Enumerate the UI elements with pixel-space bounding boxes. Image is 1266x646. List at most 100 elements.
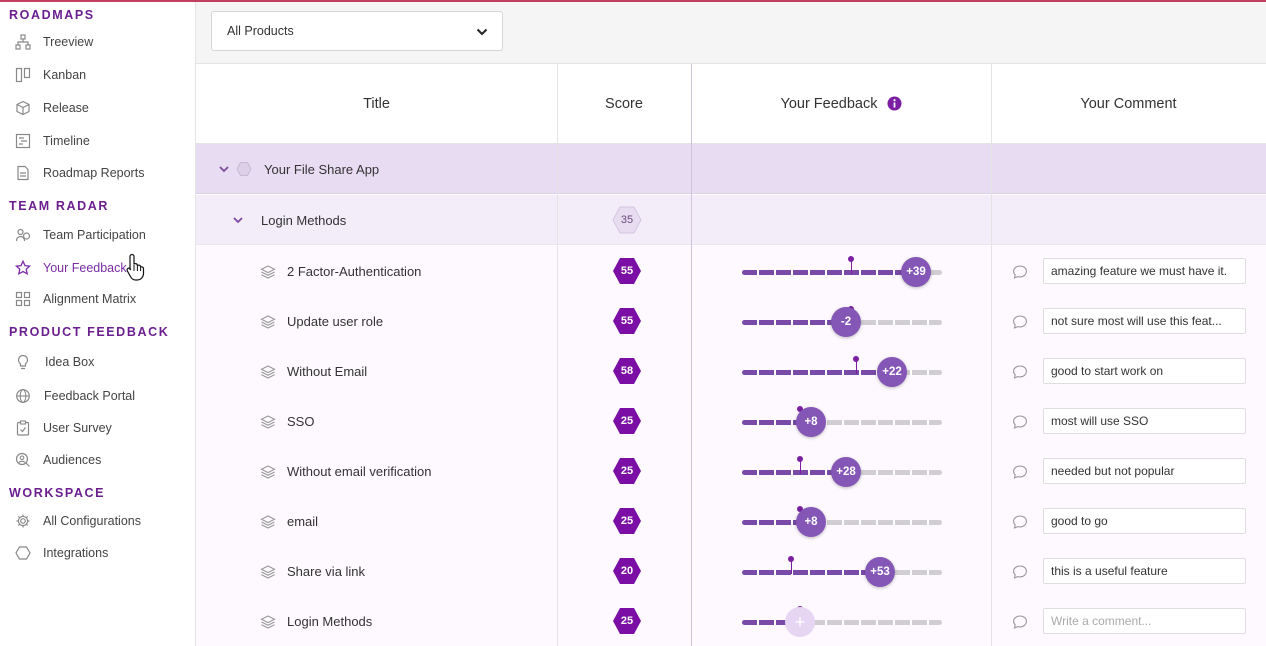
subgroup-row[interactable]: Login Methods 35 — [196, 195, 1266, 245]
sidebar-item-treeview[interactable]: Treeview — [0, 29, 195, 55]
layers-icon — [260, 265, 276, 279]
comment-input[interactable]: good to start work on — [1043, 358, 1246, 384]
main-content: All Products Title Score Your Feedback Y… — [196, 2, 1266, 646]
sidebar-item-idea-box[interactable]: Idea Box — [0, 349, 195, 375]
star-icon — [15, 260, 31, 276]
feedback-slider[interactable]: +8 — [742, 506, 942, 537]
row-title: SSO — [287, 413, 315, 429]
sidebar-item-label: User Survey — [43, 421, 112, 435]
comment-bubble-icon[interactable] — [1012, 264, 1028, 280]
sidebar-item-label: Integrations — [43, 546, 109, 560]
feedback-slider[interactable]: -2 — [742, 306, 942, 337]
comment-bubble-icon[interactable] — [1012, 414, 1028, 430]
timeline-icon — [15, 133, 31, 149]
slider-knob[interactable]: +22 — [877, 357, 907, 387]
slider-knob[interactable]: +53 — [865, 557, 895, 587]
sidebar-item-label: All Configurations — [43, 514, 141, 528]
comment-bubble-icon[interactable] — [1012, 564, 1028, 580]
hierarchy-icon — [15, 34, 31, 50]
row-title: Update user role — [287, 313, 384, 329]
table-row: Share via link 20 +53 this is a useful feat… — [196, 546, 1266, 596]
slider-track[interactable] — [742, 420, 942, 425]
slider-fill — [742, 470, 846, 475]
sidebar-item-integrations[interactable]: Integrations — [0, 540, 195, 566]
grid-icon — [15, 291, 31, 307]
comment-input[interactable]: this is a useful feature — [1043, 558, 1246, 584]
participation-icon — [15, 227, 31, 243]
section-title-product-feedback: PRODUCT FEEDBACK — [9, 325, 170, 339]
sidebar-item-timeline[interactable]: Timeline — [0, 128, 195, 154]
product-select[interactable]: All Products — [211, 11, 503, 51]
info-icon[interactable] — [887, 96, 902, 111]
kanban-icon — [15, 67, 31, 83]
comment-bubble-icon[interactable] — [1012, 464, 1028, 480]
report-icon — [15, 165, 31, 181]
row-title: Without email verification — [287, 463, 432, 479]
score-value: 55 — [620, 265, 634, 277]
feedback-slider[interactable]: +8 — [742, 406, 942, 437]
comment-bubble-icon[interactable] — [1012, 614, 1028, 630]
comment-input[interactable]: Write a comment... — [1043, 608, 1246, 634]
feedback-slider[interactable]: +53 — [742, 556, 942, 587]
slider-knob[interactable]: -2 — [831, 307, 861, 337]
slider-track[interactable] — [742, 620, 942, 625]
slider-knob[interactable]: +8 — [796, 507, 826, 537]
header-score[interactable]: Score — [557, 64, 691, 144]
score-value: 25 — [620, 415, 634, 427]
header-title[interactable]: Title — [196, 64, 557, 144]
sidebar-item-your-feedback[interactable]: Your Feedback — [0, 255, 195, 281]
row-title: Share via link — [287, 563, 366, 579]
sidebar-item-roadmap-reports[interactable]: Roadmap Reports — [0, 160, 195, 186]
feedback-slider[interactable]: +28 — [742, 456, 942, 487]
sidebar-item-label: Alignment Matrix — [43, 292, 137, 306]
team-average-marker — [787, 556, 795, 574]
sidebar-item-kanban[interactable]: Kanban — [0, 62, 195, 88]
header-score-label: Score — [605, 95, 643, 112]
feedback-slider[interactable]: +22 — [742, 356, 942, 387]
comment-input[interactable]: amazing feature we must have it. — [1043, 258, 1246, 284]
sidebar-item-all-configurations[interactable]: All Configurations — [0, 508, 195, 534]
section-title-roadmaps: ROADMAPS — [9, 8, 95, 22]
slider-knob[interactable]: +28 — [831, 457, 861, 487]
feedback-slider[interactable]: + — [742, 606, 942, 637]
sidebar-item-label: Your Feedback — [43, 261, 127, 275]
sidebar-item-user-survey[interactable]: User Survey — [0, 415, 195, 441]
audience-icon — [15, 452, 31, 468]
sidebar-item-team-participation[interactable]: Team Participation — [0, 222, 195, 248]
comment-input[interactable]: not sure most will use this feat... — [1043, 308, 1246, 334]
slider-knob[interactable]: + — [785, 607, 815, 637]
score-badge: 20 — [612, 557, 642, 585]
comment-bubble-icon[interactable] — [1012, 364, 1028, 380]
subgroup-title: Login Methods — [261, 212, 347, 228]
sidebar-item-release[interactable]: Release — [0, 95, 195, 121]
chevron-down-icon — [476, 28, 488, 36]
product-select-value: All Products — [227, 24, 294, 38]
sidebar-item-audiences[interactable]: Audiences — [0, 447, 195, 473]
chevron-down-icon[interactable] — [232, 214, 244, 226]
sidebar-item-feedback-portal[interactable]: Feedback Portal — [0, 383, 195, 409]
sidebar-item-label: Audiences — [43, 453, 102, 467]
slider-knob[interactable]: +39 — [901, 257, 931, 287]
comment-input[interactable]: needed but not popular — [1043, 458, 1246, 484]
layers-icon — [260, 515, 276, 529]
score-value: 35 — [620, 214, 634, 226]
hand-cursor-icon — [126, 253, 145, 281]
comment-input[interactable]: good to go — [1043, 508, 1246, 534]
team-average-marker — [796, 456, 804, 474]
comment-input[interactable]: most will use SSO — [1043, 408, 1246, 434]
feedback-table: Title Score Your Feedback Your Comment Y… — [196, 64, 1266, 646]
sidebar-item-label: Roadmap Reports — [43, 166, 145, 180]
slider-fill — [742, 420, 811, 425]
chevron-down-icon[interactable] — [218, 163, 230, 175]
cube-icon — [15, 100, 31, 116]
comment-bubble-icon[interactable] — [1012, 514, 1028, 530]
slider-knob[interactable]: +8 — [796, 407, 826, 437]
slider-track[interactable] — [742, 520, 942, 525]
team-average-marker — [847, 256, 855, 274]
header-feedback: Your Feedback — [691, 64, 991, 144]
sidebar-item-alignment-matrix[interactable]: Alignment Matrix — [0, 286, 195, 312]
score-value: 25 — [620, 515, 634, 527]
group-row[interactable]: Your File Share App — [196, 144, 1266, 194]
feedback-slider[interactable]: +39 — [742, 256, 942, 287]
comment-bubble-icon[interactable] — [1012, 314, 1028, 330]
